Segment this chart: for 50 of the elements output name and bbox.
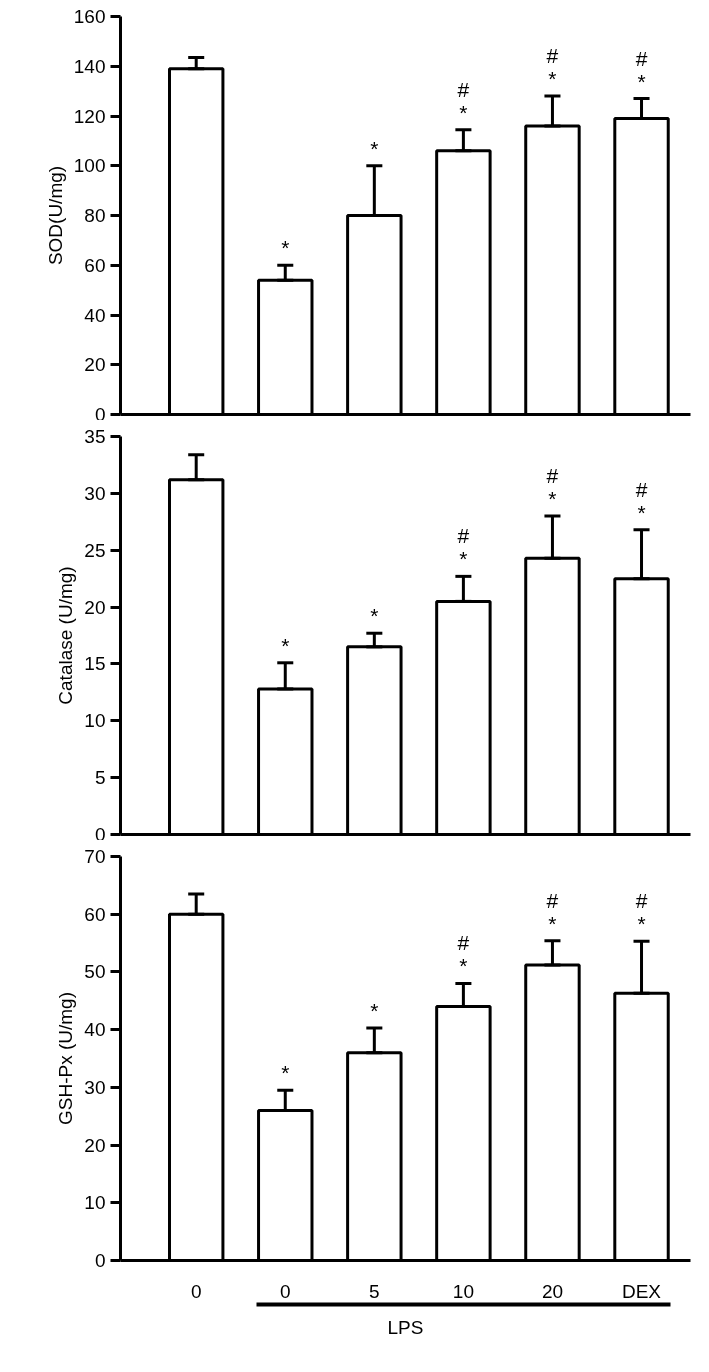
data-label: * bbox=[281, 236, 290, 260]
y-tick-label: 20 bbox=[84, 354, 106, 376]
y-tick-label: 0 bbox=[94, 403, 106, 425]
y-tick-label: 30 bbox=[84, 482, 106, 504]
y-tick-label: 0 bbox=[94, 823, 106, 845]
y-tick-label: 0 bbox=[94, 1250, 106, 1271]
y-tick-label: 80 bbox=[84, 205, 106, 226]
y-tick-label: 50 bbox=[84, 961, 106, 983]
data-label: * bbox=[281, 633, 290, 657]
y-tick-label: 25 bbox=[84, 539, 106, 561]
y-tick-label: 60 bbox=[84, 903, 106, 925]
data-label: # * bbox=[635, 889, 648, 936]
y-tick-label: 100 bbox=[73, 155, 106, 177]
y-tick-label: 20 bbox=[84, 1134, 106, 1156]
data-label: # * bbox=[457, 524, 470, 571]
y-axis-title: GSH-Px (U/mg) bbox=[55, 992, 77, 1125]
data-label: # * bbox=[546, 464, 559, 511]
y-tick-label: 30 bbox=[84, 1076, 106, 1098]
data-label: * bbox=[281, 1061, 290, 1085]
data-label: * bbox=[370, 998, 379, 1022]
y-tick-label: 40 bbox=[84, 304, 106, 326]
y-tick-label: 140 bbox=[73, 55, 106, 77]
x-tick-label: 5 bbox=[369, 1280, 380, 1302]
x-tick-label: DEX bbox=[621, 1280, 662, 1302]
y-tick-label: 70 bbox=[84, 846, 106, 867]
y-tick-label: 120 bbox=[73, 105, 106, 127]
data-label: * bbox=[370, 136, 379, 160]
y-tick-label: 40 bbox=[84, 1019, 106, 1041]
y-tick-label: 60 bbox=[84, 254, 106, 276]
data-label: * bbox=[370, 604, 379, 628]
data-label: # * bbox=[635, 46, 648, 93]
x-tick-label: 0 bbox=[190, 1280, 202, 1302]
y-tick-label: 10 bbox=[84, 1192, 106, 1214]
y-axis-title: SOD(U/mg) bbox=[44, 165, 66, 266]
x-tick-label: 10 bbox=[452, 1280, 474, 1302]
y-tick-label: 35 bbox=[84, 426, 106, 447]
y-axis-title: Catalase (U/mg) bbox=[55, 566, 77, 705]
x-axis-title: LPS bbox=[387, 1316, 424, 1338]
data-label: # * bbox=[635, 477, 648, 524]
data-label: # * bbox=[546, 44, 559, 91]
data-label: # * bbox=[457, 77, 470, 124]
x-tick-label: 0 bbox=[279, 1280, 291, 1302]
y-tick-label: 160 bbox=[73, 6, 106, 27]
data-label: # * bbox=[546, 888, 559, 935]
y-tick-label: 5 bbox=[94, 767, 106, 789]
y-tick-label: 10 bbox=[84, 710, 106, 732]
data-label: # * bbox=[457, 931, 470, 978]
y-tick-label: 15 bbox=[84, 653, 106, 675]
x-tick-label: 20 bbox=[541, 1280, 564, 1302]
y-tick-label: 20 bbox=[84, 596, 106, 618]
